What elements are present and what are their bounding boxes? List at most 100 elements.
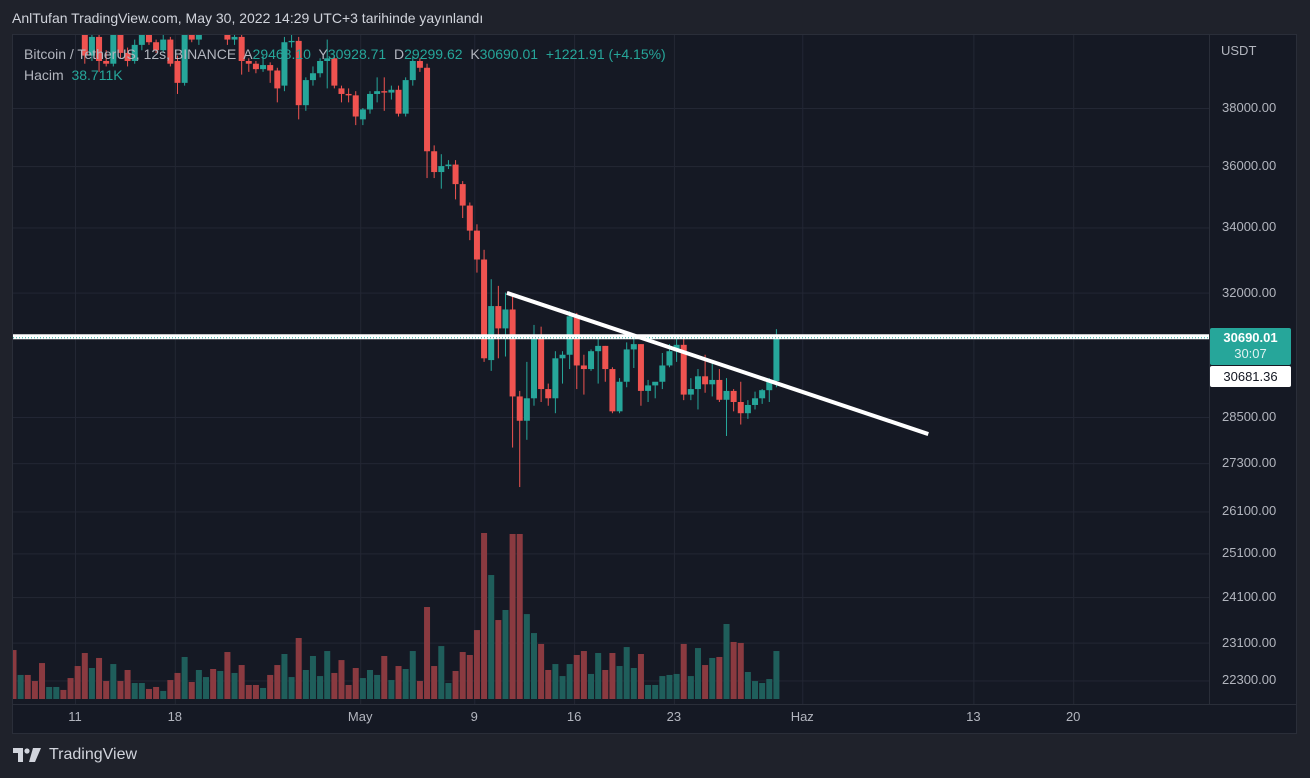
candle [438,154,445,189]
current-price: 30690.01 [1223,330,1278,345]
volume-bar [124,669,131,699]
candle [459,181,466,219]
candle-body [160,39,167,51]
candle [267,62,274,83]
volume-bar [345,684,352,699]
volume-bar [160,690,167,699]
legend-symbol[interactable]: Bitcoin / TetherUS, 12s, BINANCE [24,46,237,62]
candle [88,35,95,61]
candle [538,326,545,403]
volume-bar [552,664,559,699]
y-tick-label: 25100.00 [1222,545,1277,561]
candle [523,361,530,440]
candle-body [224,35,231,40]
volume-bar [245,684,252,699]
candle-body [459,184,466,206]
candle [716,369,723,403]
candle [260,55,267,72]
candle-body [538,338,545,390]
volume-bar [381,655,388,699]
volume-bar [309,655,316,699]
candle [324,39,331,89]
candle [502,292,509,357]
candle [39,0,45,3]
y-tick-label: 27300.00 [1222,455,1277,471]
candle-wick [711,361,713,397]
candle-wick [383,77,385,111]
drawings [13,291,1209,436]
volume-bar [431,666,438,699]
candle-body [75,6,81,24]
volume-bar [388,680,395,699]
candle-body [395,89,402,114]
candle [317,58,324,78]
candle [345,88,352,103]
candle [281,36,288,92]
volume-bar [716,656,723,699]
volume-bar [203,677,210,699]
price-axis-divider [1209,35,1210,704]
volume-bar [523,614,530,699]
volume-bar [281,653,288,699]
volume-bar [737,642,744,699]
candle-body [302,80,309,106]
volume-bar [538,643,545,699]
candle-body [352,95,359,117]
candle [752,391,759,410]
candle [573,312,580,390]
volume-bar [766,679,773,699]
candle-wick [226,35,228,45]
candle-body [260,65,267,70]
y-tick-label: 34000.00 [1222,219,1277,235]
candle [217,6,223,27]
volume-bar [452,670,459,699]
x-tick-label: 18 [167,709,183,724]
volume-bar [367,669,373,699]
candle-body [687,389,694,395]
candle [203,11,209,32]
volume-bar [131,683,138,699]
candle-body [730,390,737,403]
volume-bar [545,669,552,699]
candle-wick [234,35,236,45]
candle-body [752,398,759,405]
candle [388,85,395,100]
h-gridline [13,108,1209,109]
candle [481,249,488,362]
candle [516,390,523,488]
candle-body [281,42,288,86]
candle-body [338,88,345,94]
candle [694,369,701,410]
volume-bar [174,672,181,699]
volume-bar [666,674,673,699]
legend-volume-label[interactable]: Hacim [24,67,64,83]
candle-body [709,379,716,385]
volume-bar [402,668,409,699]
volume-bar [74,666,81,699]
volume-bar [416,681,423,699]
volume-bar [595,653,602,699]
candle [145,35,152,45]
h-gridline [13,166,1209,168]
y-tick-label: 22300.00 [1222,672,1277,688]
candle-wick [262,55,264,72]
candle-wick [697,369,699,410]
legend-open: 29468.10 [252,46,311,62]
candle-body [381,91,388,93]
candle [580,354,587,395]
time-axis-divider [13,704,1296,705]
candle [616,378,623,414]
volume-bar [616,666,623,699]
candle-body [530,338,537,399]
candle-wick [105,50,107,67]
legend-volume-row: Hacim 38.711K [24,65,666,86]
candle [723,378,730,436]
footer-brand[interactable]: TradingView [13,746,137,764]
candle [117,35,124,59]
currency-label[interactable]: USDT [1221,43,1257,58]
volume-bar [117,681,124,699]
candle [687,378,694,401]
candle-body [702,376,709,385]
candle [566,311,573,370]
